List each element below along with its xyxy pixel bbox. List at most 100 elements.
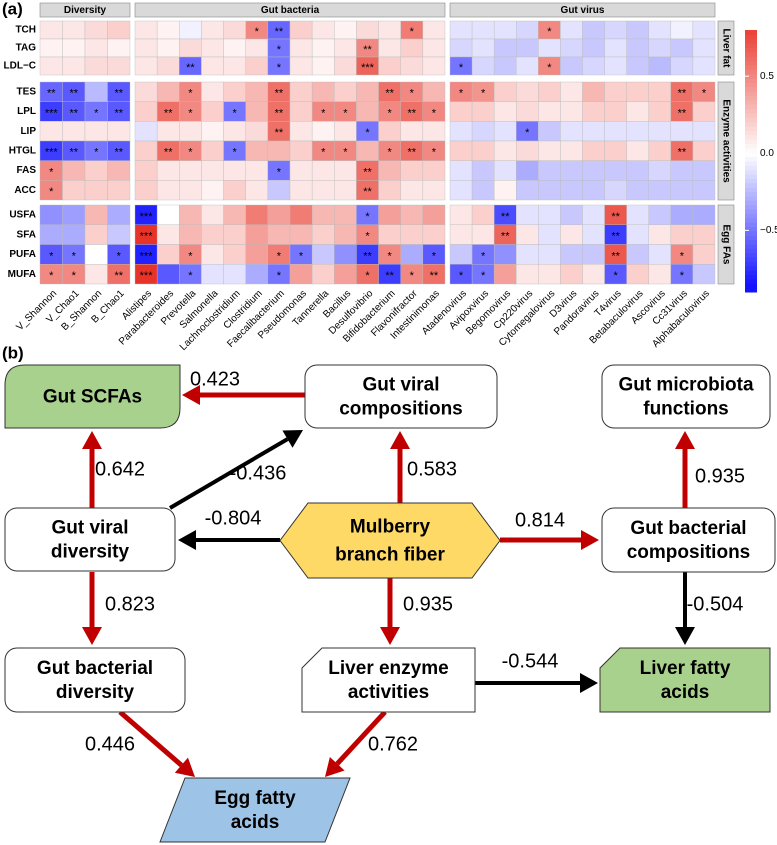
cell <box>356 140 379 161</box>
cell <box>267 204 291 225</box>
cell <box>223 56 246 76</box>
cell <box>311 121 335 142</box>
colorbar-slice <box>745 239 757 245</box>
colorbar-slice <box>745 182 757 188</box>
cell <box>516 38 539 58</box>
significance-label: ** <box>164 147 173 159</box>
significance-label: * <box>365 270 370 282</box>
cell <box>692 20 716 40</box>
cell <box>582 56 605 76</box>
arrowhead <box>325 756 345 777</box>
significance-label: *** <box>140 270 154 282</box>
node-label: diversity <box>56 682 135 703</box>
cell <box>289 56 313 76</box>
cell <box>493 160 517 181</box>
cell <box>449 20 473 40</box>
cell <box>449 224 473 245</box>
cell <box>201 38 224 58</box>
significance-label: ** <box>385 270 394 282</box>
cell <box>311 180 335 201</box>
cell <box>493 20 517 40</box>
significance-label: ** <box>430 270 439 282</box>
cell <box>356 20 379 40</box>
significance-label: ** <box>501 231 510 243</box>
cell <box>201 81 224 102</box>
cell <box>493 81 517 102</box>
significance-label: ** <box>363 44 372 56</box>
significance-label: ** <box>385 88 394 100</box>
cell <box>245 121 269 142</box>
significance-label: * <box>481 250 486 262</box>
colorbar-slice <box>745 187 757 193</box>
cell <box>648 204 672 225</box>
node-label: acids <box>661 682 710 703</box>
colorbar-slice <box>745 222 757 227</box>
node-label: Liver fatty <box>640 658 731 679</box>
significance-label: * <box>94 107 99 119</box>
significance-label: * <box>365 211 370 223</box>
significance-label: ** <box>275 88 284 100</box>
significance-label: ** <box>69 88 78 100</box>
cell <box>107 121 131 142</box>
cell <box>538 204 561 225</box>
strip-label: Enzyme activities <box>720 99 731 183</box>
cell <box>378 160 401 181</box>
cell <box>626 244 649 265</box>
significance-label: * <box>49 166 54 178</box>
cell <box>670 56 694 76</box>
strip <box>134 2 446 18</box>
cell <box>84 20 108 40</box>
cell <box>648 56 672 76</box>
node-label: compositions <box>339 399 463 420</box>
cell <box>62 160 86 181</box>
cell <box>560 140 583 161</box>
cell <box>62 121 86 142</box>
cell <box>400 56 424 76</box>
cell <box>516 56 539 76</box>
colorbar-slice <box>745 252 757 258</box>
cell <box>334 244 357 265</box>
cell <box>245 101 269 122</box>
cell <box>245 204 269 225</box>
cell <box>582 244 605 265</box>
significance-label: * <box>72 250 77 262</box>
significance-label: * <box>72 270 77 282</box>
cell <box>538 101 561 122</box>
significance-label: ** <box>275 127 284 139</box>
cell <box>378 121 401 142</box>
cell <box>201 56 224 76</box>
cell <box>39 38 63 58</box>
significance-label: * <box>277 270 282 282</box>
significance-label: * <box>277 62 282 74</box>
row-label: LDL−C <box>4 61 37 72</box>
cell <box>289 224 313 245</box>
cell <box>471 38 495 58</box>
colorbar-slice <box>745 34 757 40</box>
colorbar-slice <box>745 130 757 136</box>
cell <box>516 224 539 245</box>
colorbar-tick-label: 0.5 <box>760 71 774 82</box>
colorbar-slice <box>745 69 757 75</box>
cell <box>648 160 672 181</box>
cell <box>516 101 539 122</box>
cell <box>516 244 539 265</box>
arrowhead <box>675 431 695 449</box>
colorbar-slice <box>745 165 757 171</box>
edge-label: 0.423 <box>190 368 240 390</box>
edge-label: 0.935 <box>695 465 745 487</box>
row-label: HTGL <box>9 145 36 156</box>
significance-label: * <box>49 250 54 262</box>
cell <box>223 224 246 245</box>
significance-label: ** <box>408 147 417 159</box>
cell <box>400 244 424 265</box>
cell <box>582 38 605 58</box>
cell <box>334 20 357 40</box>
cell <box>604 160 627 181</box>
colorbar-tick-label: 0.0 <box>760 148 774 159</box>
significance-label: *** <box>140 250 154 262</box>
significance-label: * <box>459 270 464 282</box>
cell <box>582 204 605 225</box>
cell <box>289 160 313 181</box>
significance-label: ** <box>611 250 620 262</box>
cell <box>560 180 583 201</box>
